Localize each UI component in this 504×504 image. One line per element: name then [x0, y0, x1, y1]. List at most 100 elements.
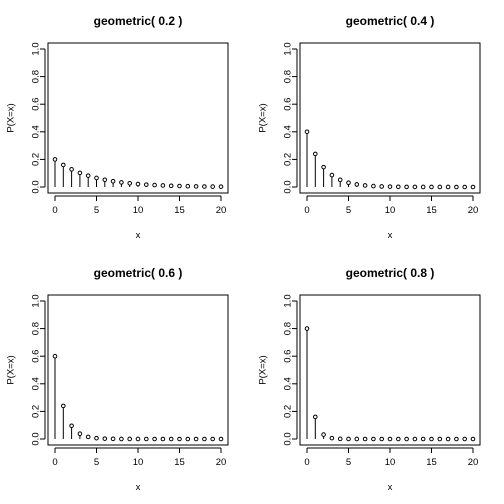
panel-title: geometric( 0.4 )	[346, 14, 435, 28]
data-point	[52, 157, 58, 162]
data-point	[420, 184, 426, 190]
plot-frame	[47, 294, 229, 446]
y-tick-label: 0.6	[31, 350, 42, 363]
data-point	[168, 183, 174, 189]
y-tick-label: 0.8	[31, 70, 42, 83]
x-tick-label: 0	[304, 205, 309, 216]
data-point	[462, 184, 468, 190]
data-point	[185, 183, 191, 189]
x-tick-label: 5	[94, 457, 99, 468]
y-tick-label: 0.4	[31, 125, 42, 138]
data-point	[454, 184, 459, 190]
x-tick-label: 15	[174, 205, 185, 216]
data-point	[69, 423, 74, 429]
x-tick-label: 15	[174, 457, 185, 468]
data-point	[362, 436, 368, 442]
y-tick-label: 0.6	[283, 98, 294, 111]
x-tick-label: 20	[468, 205, 479, 216]
panel-2: geometric( 0.4 ) 0 5 10 15 20 0.0 0.2 0.4 0.6 0.8 1…	[258, 14, 481, 241]
x-axis-label: x	[388, 230, 393, 241]
data-point	[210, 184, 215, 189]
y-tick-label: 0.0	[31, 180, 42, 193]
data-point	[52, 353, 58, 359]
data-point	[202, 184, 207, 189]
data-point	[337, 436, 343, 442]
y-tick-label: 0.4	[283, 125, 294, 138]
data-point	[160, 436, 166, 442]
data-point	[218, 184, 224, 189]
data-point	[346, 180, 351, 186]
data-point	[135, 181, 141, 187]
data-point	[337, 177, 343, 183]
data-point	[371, 436, 376, 442]
panel-title: geometric( 0.6 )	[94, 266, 183, 280]
data-point	[102, 177, 108, 183]
data-point	[379, 184, 385, 189]
data-point	[193, 184, 199, 189]
data-point	[420, 436, 426, 442]
x-tick-label: 10	[133, 205, 144, 216]
data-point	[462, 436, 468, 442]
data-point	[387, 184, 393, 189]
x-tick-label: 15	[426, 205, 437, 216]
x-axis-label: x	[136, 482, 141, 493]
data-point	[77, 431, 83, 437]
y-tick-label: 0.2	[31, 405, 42, 418]
y-tick-label: 1.0	[31, 294, 42, 307]
data-point	[102, 436, 108, 441]
data-point	[437, 436, 443, 442]
data-point	[202, 436, 207, 442]
data-point	[313, 151, 318, 157]
y-tick-label: 0.0	[31, 432, 42, 445]
data-point	[445, 436, 451, 442]
y-tick-label: 0.2	[283, 153, 294, 166]
data-point	[454, 436, 459, 442]
y-axis-label: P(X=x)	[258, 103, 269, 132]
y-axis-label: P(X=x)	[6, 355, 17, 384]
data-point	[354, 436, 360, 442]
data-point	[404, 436, 409, 442]
data-point	[329, 435, 335, 441]
data-point	[193, 436, 199, 442]
x-tick-label: 20	[216, 457, 227, 468]
data-point	[127, 181, 132, 186]
data-point	[445, 184, 451, 190]
x-tick-label: 0	[52, 457, 57, 468]
x-axis-label: x	[136, 230, 141, 241]
data-point	[470, 184, 476, 190]
data-point	[77, 170, 83, 176]
data-point	[185, 436, 191, 442]
data-point	[313, 414, 318, 420]
plot-frame	[47, 42, 229, 194]
data-point	[321, 164, 326, 170]
data-point	[304, 326, 310, 331]
data-point	[152, 182, 157, 188]
y-tick-label: 0.8	[283, 322, 294, 335]
y-tick-label: 0.2	[31, 153, 42, 166]
data-point	[61, 162, 66, 168]
data-point	[110, 178, 116, 184]
data-point	[144, 436, 149, 442]
y-tick-label: 1.0	[31, 42, 42, 55]
y-tick-label: 1.0	[283, 42, 294, 55]
data-point	[304, 129, 310, 135]
panel-3: geometric( 0.6 ) 0 5 10 15 20 0.0 0.2 0.4 0.6 0.8 1…	[6, 266, 229, 493]
data-point	[135, 436, 141, 442]
data-point	[168, 436, 174, 442]
y-tick-label: 0.4	[283, 377, 294, 390]
panel-title: geometric( 0.2 )	[94, 14, 183, 28]
y-axis-label: P(X=x)	[6, 103, 17, 132]
data-point	[152, 436, 157, 442]
y-tick-label: 1.0	[283, 294, 294, 307]
y-tick-label: 0.8	[31, 322, 42, 335]
data-point	[94, 175, 99, 181]
data-point	[218, 436, 224, 442]
data-point	[371, 183, 376, 189]
panel-1: geometric( 0.2 ) 0 5 10 15 20 0.0 0.2 0.4 0.6 0.8 1…	[6, 14, 229, 241]
data-point	[119, 436, 124, 442]
y-tick-label: 0.2	[283, 405, 294, 418]
x-axis-label: x	[388, 482, 393, 493]
data-point	[85, 173, 91, 178]
panel-4: geometric( 0.8 ) 0 5 10 15 20 0.0 0.2 0.4 0.6 0.8 1…	[258, 266, 481, 493]
